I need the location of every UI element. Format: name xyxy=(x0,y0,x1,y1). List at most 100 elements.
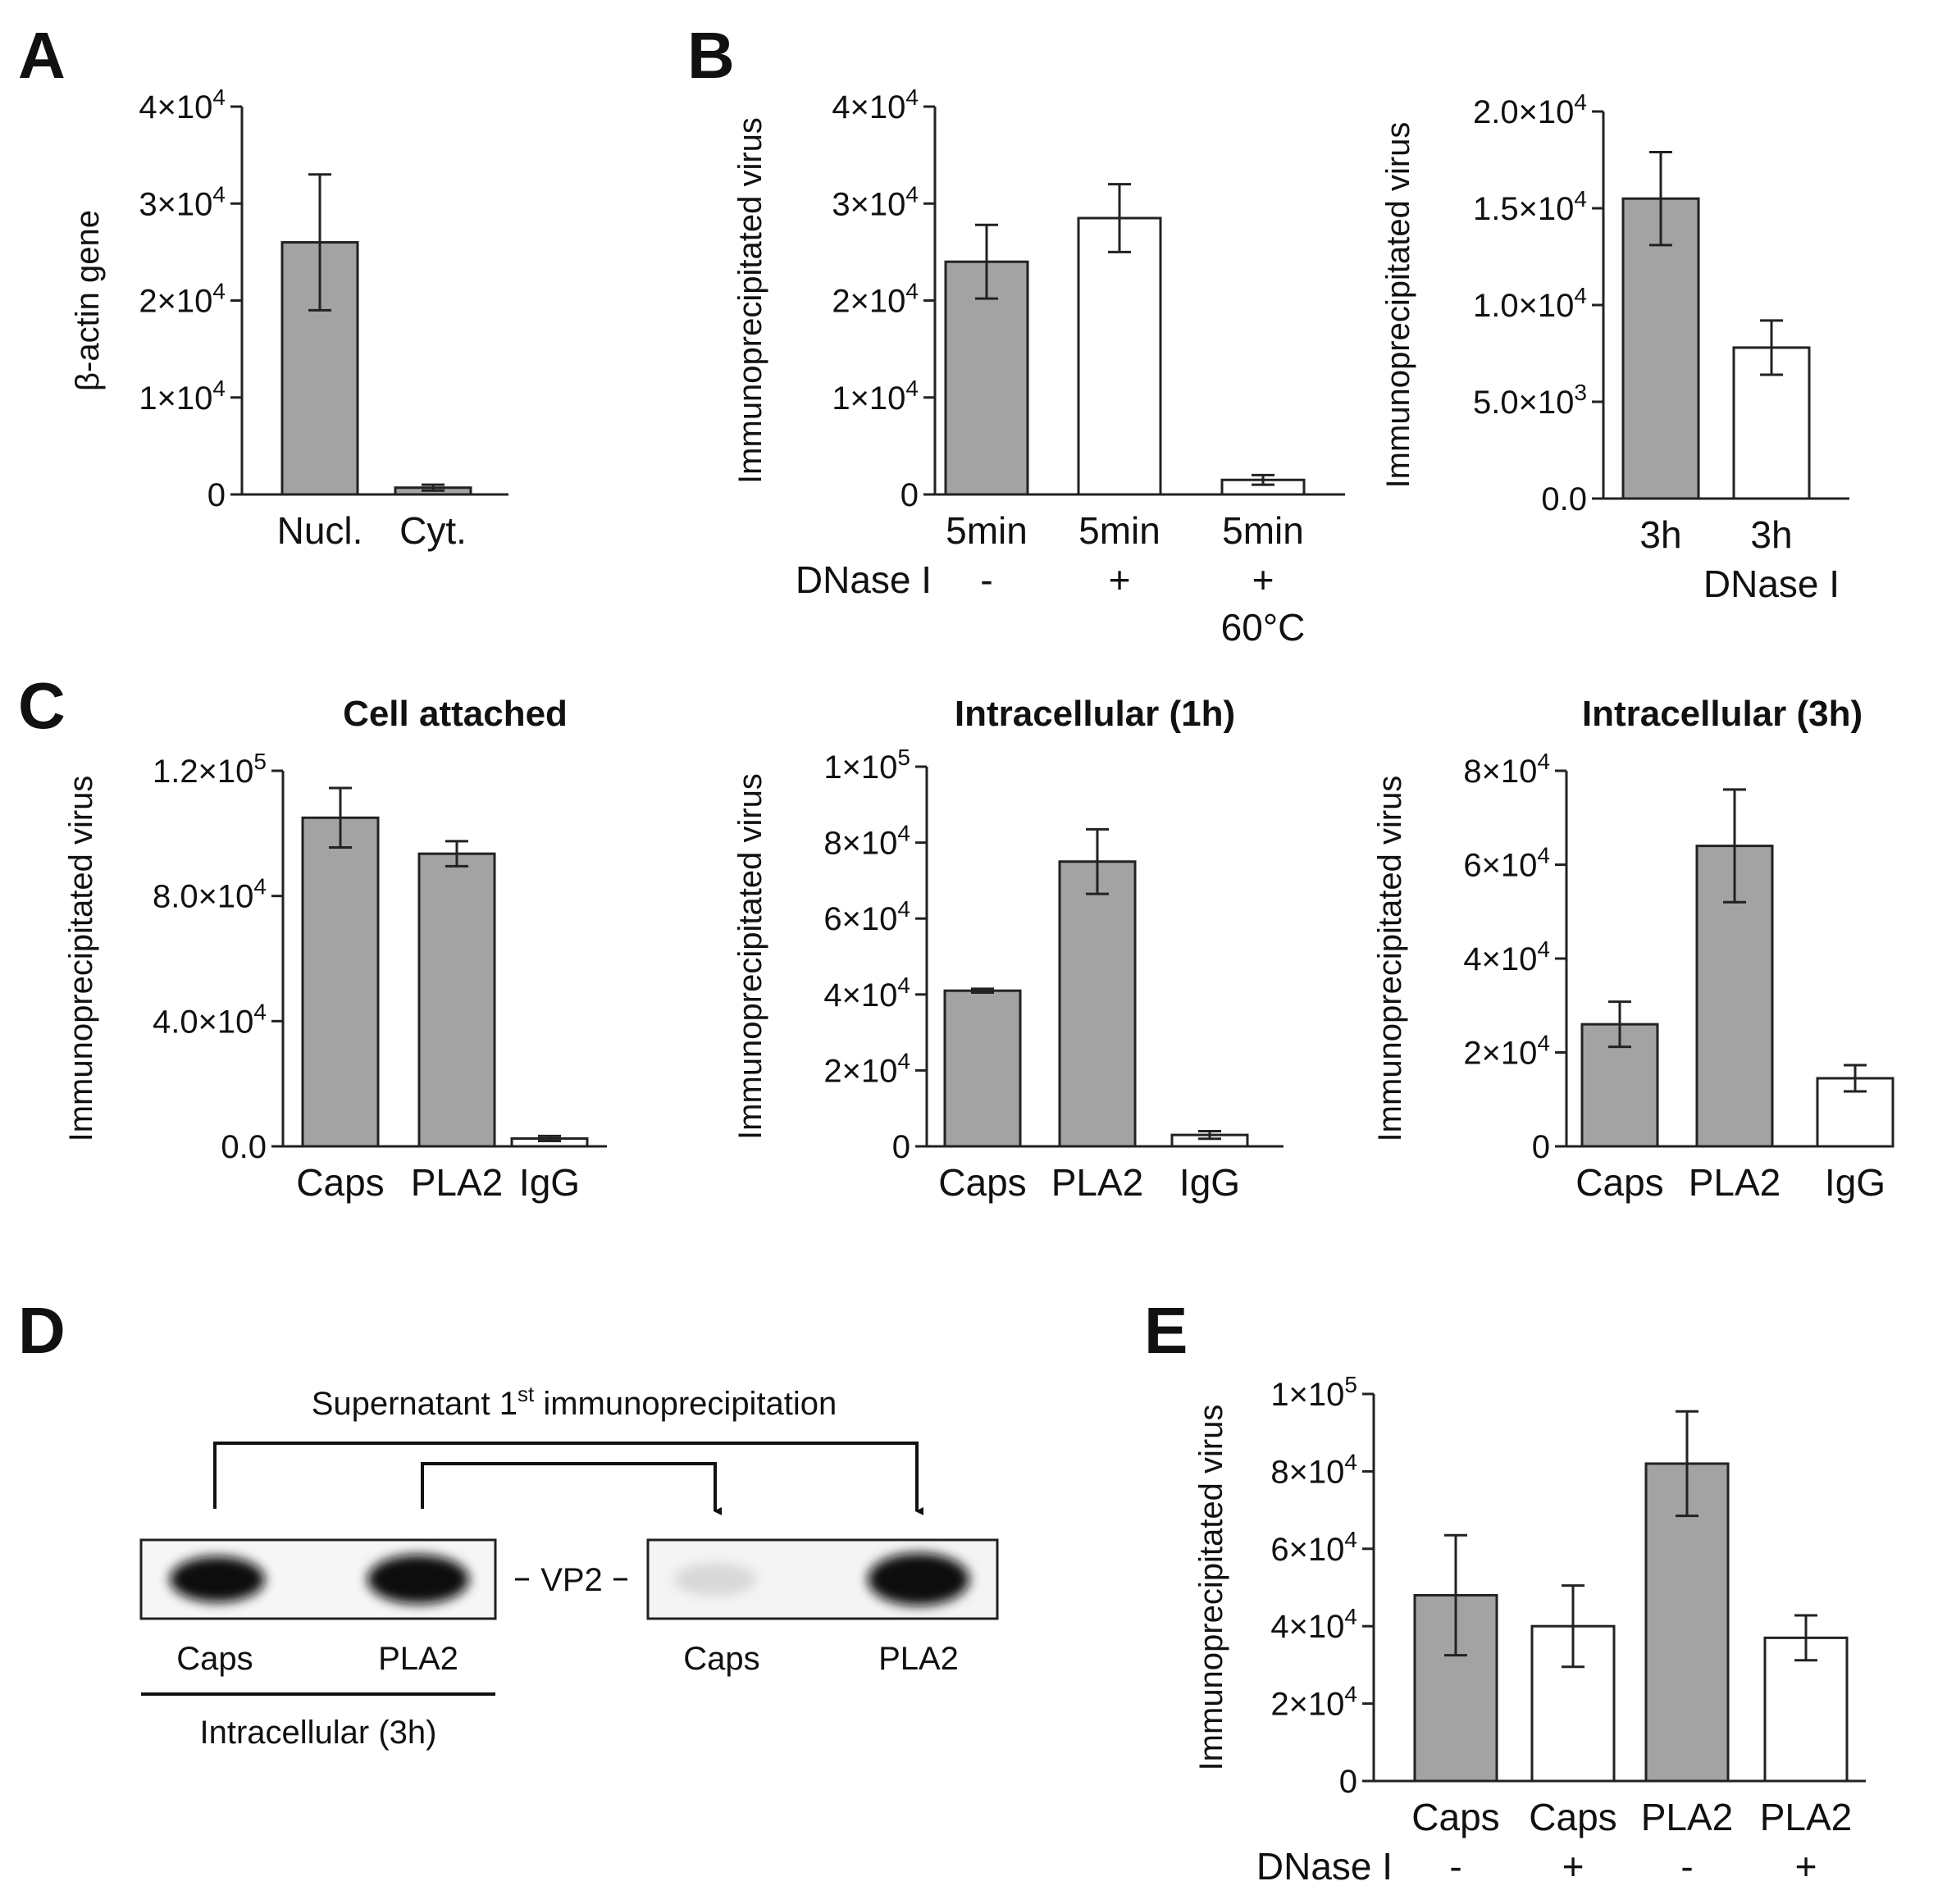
row-value: + xyxy=(1795,1845,1817,1888)
chart-b-right: 0.0 5.0×103 1.0×104 1.5×104 2.0×104 3h 3h DNase… xyxy=(1380,89,1849,605)
x-category-label: 3h xyxy=(1639,513,1681,556)
blot-band xyxy=(868,1553,969,1606)
y-tick-label: 2×104 xyxy=(832,279,919,320)
x-category-label: PLA2 xyxy=(1641,1796,1734,1838)
vp2-label: VP2 xyxy=(540,1562,603,1598)
western-blot: Supernatant 1st immunoprecipitation VP2 … xyxy=(139,1382,999,1751)
y-tick-label: 2.0×104 xyxy=(1473,89,1587,130)
bar xyxy=(1621,197,1700,500)
row-value: + xyxy=(1109,558,1131,601)
x-category-label: PLA2 xyxy=(411,1161,504,1204)
bar xyxy=(1763,1636,1849,1783)
y-tick-label: 2×104 xyxy=(1463,1031,1550,1072)
panel-letter-e: E xyxy=(1144,1294,1188,1367)
row-value: - xyxy=(1449,1845,1461,1888)
y-tick-label: 1.5×104 xyxy=(1473,186,1587,227)
y-tick-label: 1×104 xyxy=(139,376,226,417)
x-category-label: Nucl. xyxy=(277,509,363,552)
y-axis-label: Immunoprecipitated virus xyxy=(1380,122,1416,489)
y-tick-label: 8.0×104 xyxy=(153,874,267,915)
x-category-label: Caps xyxy=(1411,1796,1499,1838)
y-tick-label: 0 xyxy=(901,477,919,513)
y-tick-label: 4×104 xyxy=(139,84,226,125)
bar xyxy=(1077,216,1162,496)
y-tick-label: 6×104 xyxy=(1270,1527,1357,1568)
y-tick-label: 1.0×104 xyxy=(1473,283,1587,324)
x-category-label: Caps xyxy=(938,1161,1026,1204)
panel-letter-a: A xyxy=(18,19,66,92)
row-value: DNase I xyxy=(1703,563,1840,605)
x-category-label: Cyt. xyxy=(399,509,467,552)
y-tick-label: 5.0×103 xyxy=(1473,380,1587,421)
blot-lane-label: PLA2 xyxy=(378,1641,458,1677)
panel-letter-d: D xyxy=(18,1294,66,1367)
y-tick-label: 4×104 xyxy=(1270,1604,1357,1645)
x-category-label: PLA2 xyxy=(1760,1796,1853,1838)
row-value: + xyxy=(1252,558,1274,601)
row-value: 60°C xyxy=(1221,606,1306,649)
y-tick-label: 3×104 xyxy=(139,181,226,222)
x-category-label: IgG xyxy=(1179,1161,1240,1204)
row-value: - xyxy=(1680,1845,1693,1888)
blot-band-faint xyxy=(674,1563,756,1596)
blot-lane-label: PLA2 xyxy=(878,1641,959,1677)
y-tick-label: 6×104 xyxy=(823,896,910,937)
y-axis-label: β-actin gene xyxy=(70,210,106,391)
row-label: DNase I xyxy=(796,558,932,601)
x-category-label: Caps xyxy=(296,1161,384,1204)
y-tick-label: 0 xyxy=(1532,1129,1550,1165)
x-category-label: 5min xyxy=(1078,509,1160,552)
y-tick-label: 6×104 xyxy=(1463,843,1550,884)
row-label: DNase I xyxy=(1256,1845,1393,1888)
x-category-label: IgG xyxy=(519,1161,580,1204)
y-tick-label: 8×104 xyxy=(823,821,910,862)
y-tick-label: 8×104 xyxy=(1463,749,1550,790)
chart-e: 0 2×104 4×104 6×104 8×104 1×105 Caps Caps PLA2 PL… xyxy=(1193,1372,1866,1888)
y-tick-label: 4×104 xyxy=(832,84,919,125)
panel-letter-b: B xyxy=(687,19,735,92)
chart-title: Cell attached xyxy=(343,694,568,734)
blot-band xyxy=(170,1556,265,1602)
x-category-label: PLA2 xyxy=(1689,1161,1781,1204)
x-category-label: PLA2 xyxy=(1051,1161,1144,1204)
y-tick-label: 0 xyxy=(207,477,226,513)
y-tick-label: 3×104 xyxy=(832,181,919,222)
x-category-label: 3h xyxy=(1750,513,1792,556)
blot-lane-label: Caps xyxy=(683,1641,759,1677)
y-axis-label: Immunoprecipitated virus xyxy=(1372,776,1408,1142)
row-value: - xyxy=(980,558,992,601)
y-tick-label: 4.0×104 xyxy=(153,999,267,1040)
bracket-inner xyxy=(421,1462,722,1515)
chart-c-intracellular-3h: 0 2×104 4×104 6×104 8×104 Caps PLA2 IgG Immunopr… xyxy=(1372,694,1895,1204)
chart-a: 0 1×104 2×104 3×104 4×104 Nucl. Cyt. β-actin ge… xyxy=(70,84,508,552)
y-axis-label: Immunoprecipitated virus xyxy=(1193,1405,1229,1771)
blot-title: Supernatant 1st immunoprecipitation xyxy=(312,1382,837,1422)
y-tick-label: 4×104 xyxy=(823,972,910,1013)
y-tick-label: 4×104 xyxy=(1463,936,1550,977)
y-tick-label: 1.2×105 xyxy=(153,749,267,790)
x-category-label: Caps xyxy=(1529,1796,1616,1838)
chart-title: Intracellular (3h) xyxy=(1582,694,1863,734)
bar xyxy=(301,816,380,1148)
bar xyxy=(1058,860,1137,1148)
chart-b-left: 0 1×104 2×104 3×104 4×104 5min 5min 5min DNase I… xyxy=(732,84,1345,649)
y-tick-label: 0.0 xyxy=(1541,481,1587,517)
y-axis-label: Immunoprecipitated virus xyxy=(732,773,768,1140)
chart-c-cell-attached: 0.0 4.0×104 8.0×104 1.2×105 Caps PLA2 IgG Immun… xyxy=(63,694,607,1204)
y-tick-label: 0 xyxy=(892,1129,910,1165)
blot-lane-label: Caps xyxy=(176,1641,253,1677)
x-category-label: IgG xyxy=(1825,1161,1885,1204)
x-category-label: 5min xyxy=(946,509,1028,552)
x-category-label: 5min xyxy=(1222,509,1304,552)
blot-band xyxy=(367,1555,469,1604)
blot-group-label: Intracellular (3h) xyxy=(199,1715,436,1751)
y-tick-label: 2×104 xyxy=(823,1048,910,1089)
y-tick-label: 1×104 xyxy=(832,376,919,417)
y-tick-label: 0.0 xyxy=(221,1129,267,1165)
y-tick-label: 1×105 xyxy=(823,745,910,786)
panel-letter-c: C xyxy=(18,669,66,742)
y-tick-label: 8×104 xyxy=(1270,1449,1357,1490)
y-tick-label: 2×104 xyxy=(1270,1682,1357,1723)
y-tick-label: 1×105 xyxy=(1270,1372,1357,1413)
